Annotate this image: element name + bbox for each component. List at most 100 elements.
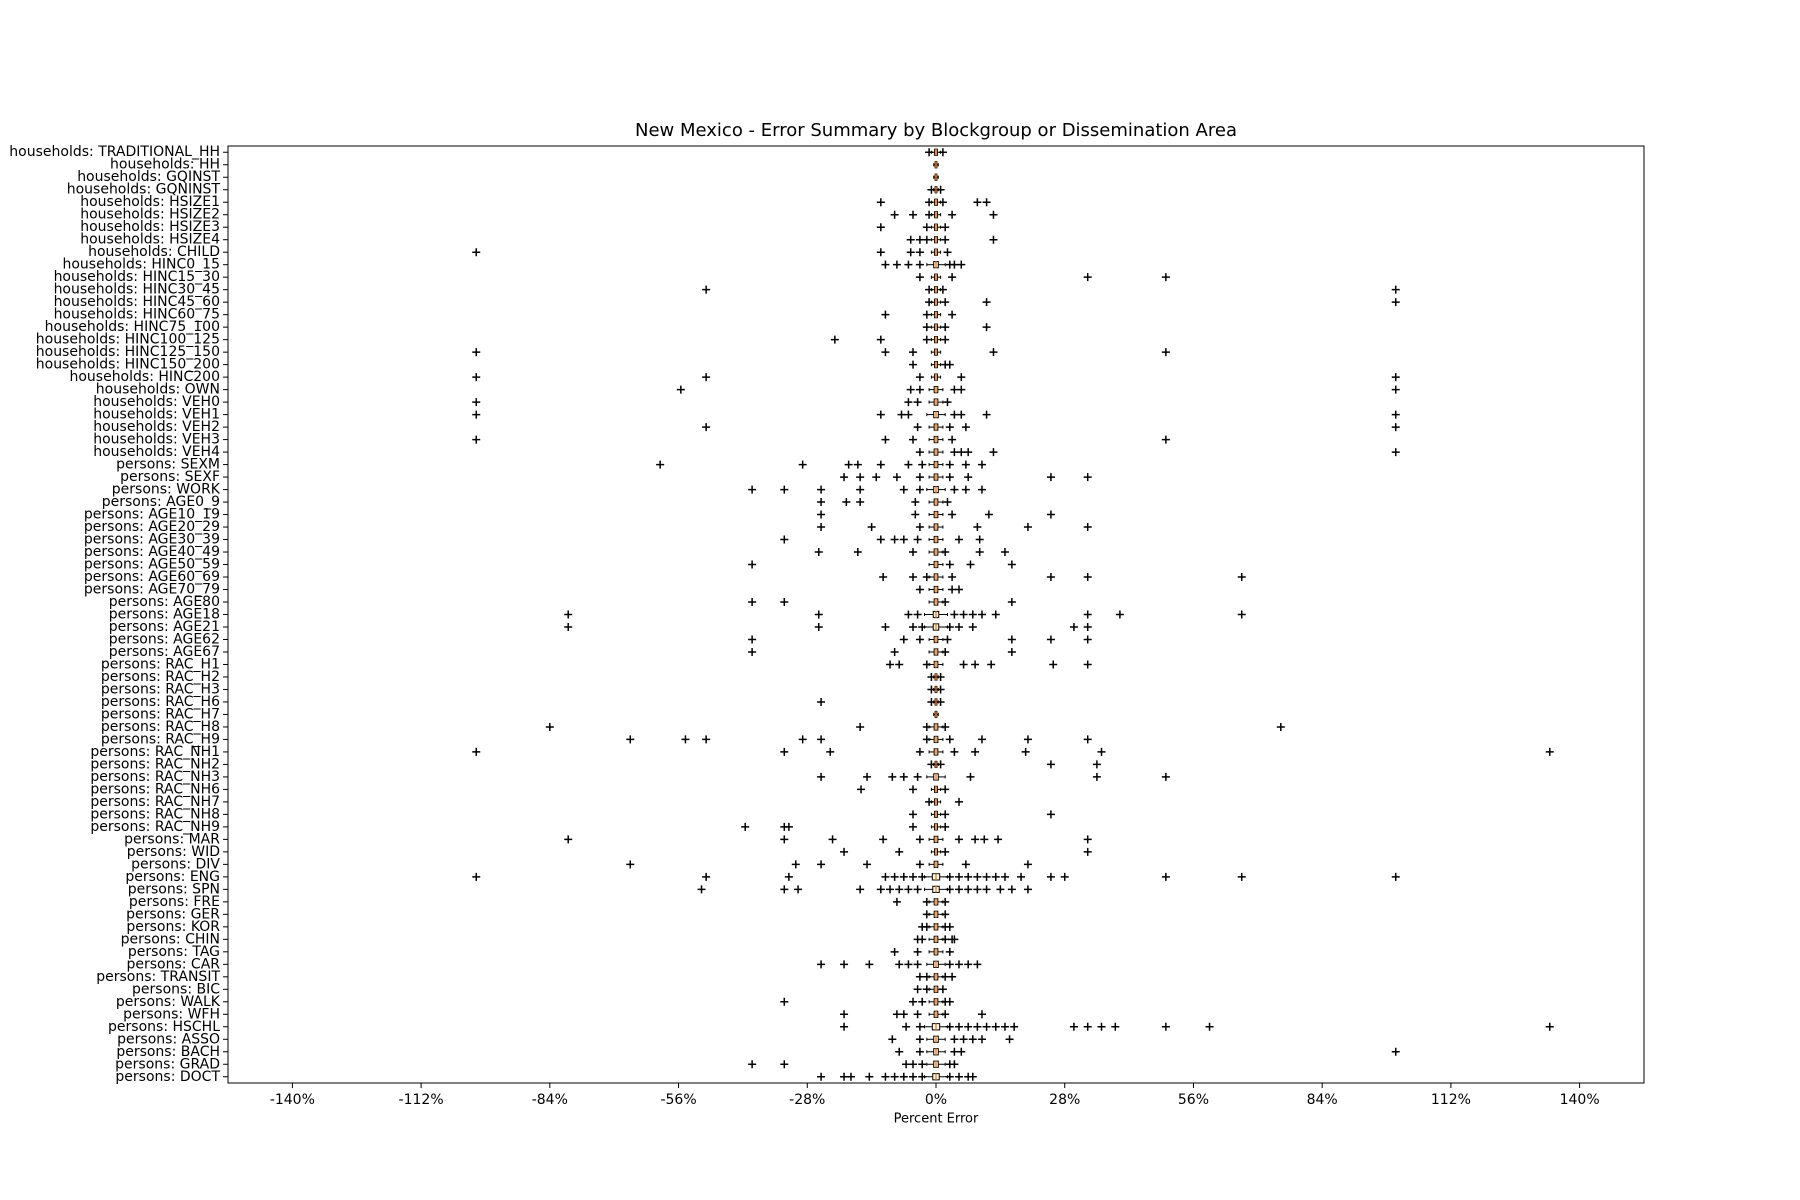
- flier: [814, 622, 823, 631]
- flier: [1083, 735, 1092, 744]
- flier: [941, 335, 950, 344]
- y-tick-label: persons: TAG: [128, 944, 220, 960]
- flier: [828, 835, 837, 844]
- flier: [987, 660, 996, 669]
- flier: [842, 498, 851, 507]
- flier: [780, 598, 789, 607]
- y-tick-label: persons: SEXM: [116, 457, 220, 473]
- flier: [945, 997, 954, 1006]
- flier: [941, 235, 950, 244]
- flier: [748, 485, 757, 494]
- flier: [945, 360, 954, 369]
- flier: [1007, 635, 1016, 644]
- x-tick-label: 0%: [925, 1092, 947, 1108]
- y-tick-label: households: HINC200: [69, 369, 220, 385]
- y-tick-label: households: TRADITIONAL_HH: [9, 144, 220, 160]
- flier: [950, 935, 959, 944]
- flier: [1092, 760, 1101, 769]
- flier: [943, 398, 952, 407]
- flier: [945, 473, 954, 482]
- flier: [950, 1060, 959, 1069]
- flier: [977, 1035, 986, 1044]
- flier: [915, 585, 924, 594]
- flier: [911, 498, 920, 507]
- flier: [941, 847, 950, 856]
- flier: [945, 960, 954, 969]
- y-tick-label: persons: AGE10_19: [84, 507, 220, 523]
- flier: [904, 398, 913, 407]
- flier: [941, 897, 950, 906]
- flier: [941, 647, 950, 656]
- flier: [895, 1047, 904, 1056]
- flier: [748, 560, 757, 569]
- flier: [948, 573, 957, 582]
- flier: [915, 1047, 924, 1056]
- flier: [954, 1022, 963, 1031]
- flier: [906, 235, 915, 244]
- flier: [957, 373, 966, 382]
- flier: [954, 960, 963, 969]
- y-tick-label: persons: RAC_NH7: [90, 794, 220, 810]
- flier: [918, 997, 927, 1006]
- flier: [892, 897, 901, 906]
- y-tick-label: persons: SEXF: [120, 469, 220, 485]
- x-tick-label: 84%: [1307, 1092, 1338, 1108]
- flier: [984, 510, 993, 519]
- flier: [904, 410, 913, 419]
- flier: [918, 460, 927, 469]
- flier: [840, 473, 849, 482]
- flier: [996, 885, 1005, 894]
- flier: [1097, 1022, 1106, 1031]
- flier: [784, 822, 793, 831]
- flier: [856, 722, 865, 731]
- flier: [817, 485, 826, 494]
- flier: [950, 448, 959, 457]
- y-tick-label: persons: RAC_NH1: [90, 744, 220, 760]
- y-tick-label: persons: DIV: [131, 856, 220, 872]
- flier: [895, 660, 904, 669]
- flier: [927, 697, 936, 706]
- flier: [872, 473, 881, 482]
- flier: [1092, 772, 1101, 781]
- flier: [881, 1072, 890, 1081]
- flier: [941, 972, 950, 981]
- flier: [982, 410, 991, 419]
- flier: [964, 872, 973, 881]
- flier: [748, 1060, 757, 1069]
- flier: [918, 935, 927, 944]
- flier: [1391, 373, 1400, 382]
- flier: [881, 872, 890, 881]
- flier: [780, 885, 789, 894]
- flier: [1046, 473, 1055, 482]
- flier: [1023, 885, 1032, 894]
- flier: [780, 747, 789, 756]
- flier: [1237, 573, 1246, 582]
- flier: [1049, 660, 1058, 669]
- flier: [913, 885, 922, 894]
- flier: [954, 1072, 963, 1081]
- flier: [915, 1022, 924, 1031]
- flier: [1161, 348, 1170, 357]
- flier: [817, 510, 826, 519]
- x-tick-label: -84%: [532, 1092, 568, 1108]
- flier: [989, 210, 998, 219]
- y-tick-label: persons: WID: [127, 844, 220, 860]
- flier: [1391, 872, 1400, 881]
- flier: [918, 1060, 927, 1069]
- flier: [899, 1010, 908, 1019]
- flier: [1046, 760, 1055, 769]
- flier: [1007, 647, 1016, 656]
- flier: [982, 323, 991, 332]
- flier: [1023, 735, 1032, 744]
- flier: [817, 1072, 826, 1081]
- y-tick-label: persons: RAC_H7: [101, 706, 220, 722]
- flier: [943, 498, 952, 507]
- flier: [941, 910, 950, 919]
- flier: [798, 735, 807, 744]
- flier: [925, 285, 934, 294]
- flier: [957, 260, 966, 269]
- flier: [881, 348, 890, 357]
- flier: [780, 485, 789, 494]
- flier: [925, 148, 934, 157]
- flier: [676, 385, 685, 394]
